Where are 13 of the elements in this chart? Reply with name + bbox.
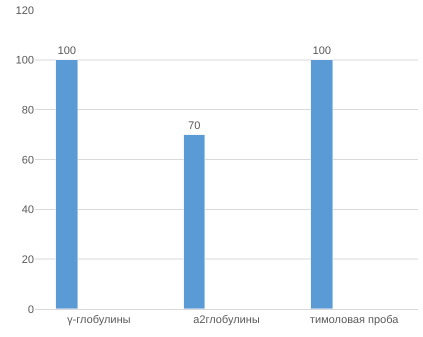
x-tick-label: тимоловая проба <box>310 314 400 326</box>
data-label: 100 <box>58 44 76 57</box>
y-tick-label: 120 <box>16 4 34 17</box>
x-tick-label: а2глобулины <box>193 314 260 326</box>
y-tick-label: 100 <box>16 54 34 67</box>
y-tick-label: 80 <box>22 104 34 117</box>
y-tick-label: 0 <box>28 304 34 316</box>
x-tick-label: γ-глобулины <box>67 314 131 326</box>
y-tick-label: 40 <box>22 204 34 216</box>
data-label: 70 <box>188 120 200 132</box>
data-label: 100 <box>312 44 331 57</box>
y-tick-label: 60 <box>22 154 34 166</box>
y-tick-label: 20 <box>22 254 34 266</box>
